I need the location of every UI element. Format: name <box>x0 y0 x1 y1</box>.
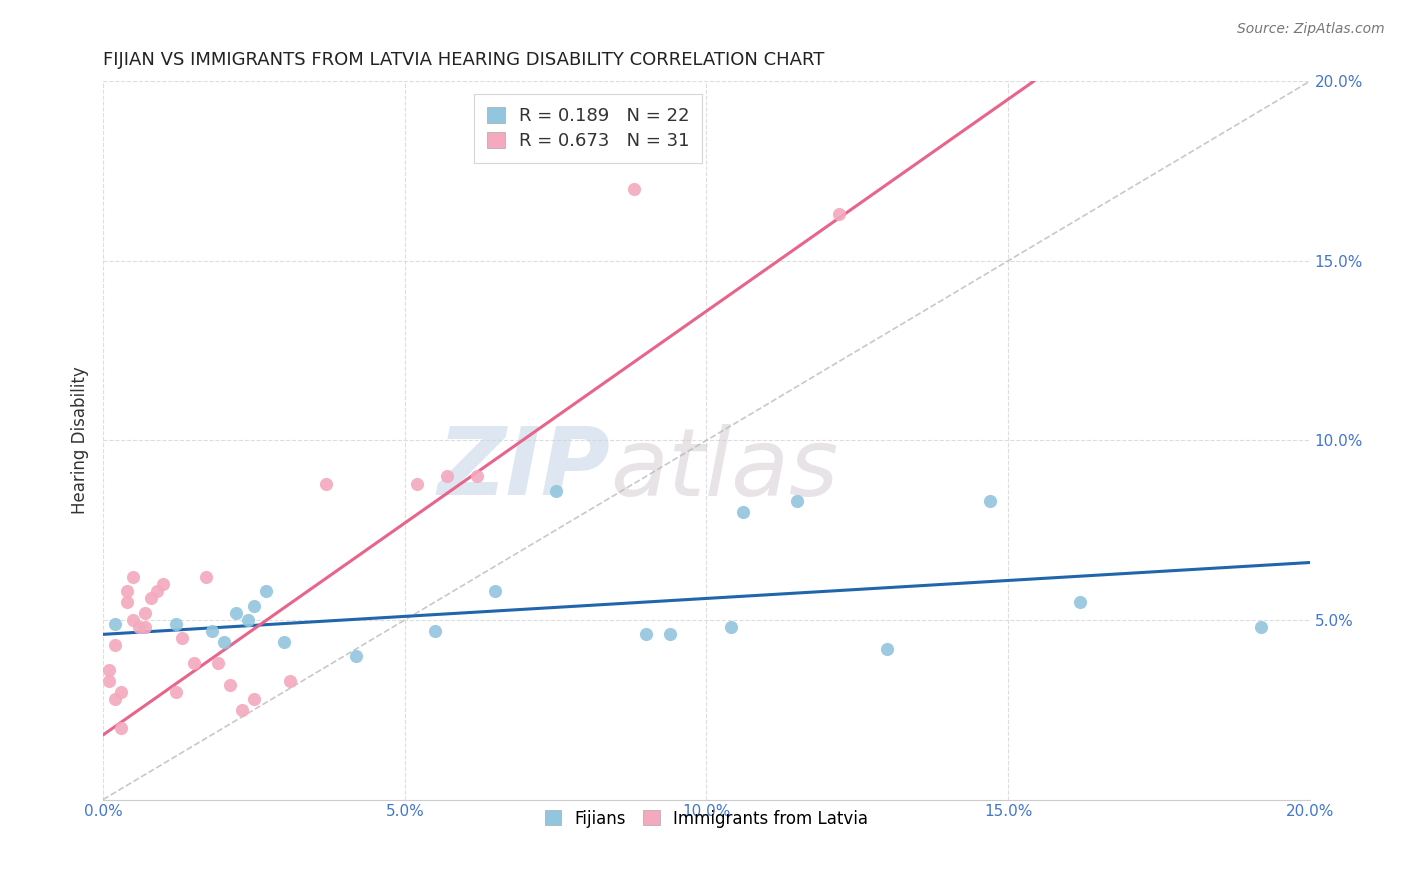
Point <box>254 584 277 599</box>
Point <box>636 627 658 641</box>
Point <box>201 624 224 638</box>
Point <box>104 692 127 706</box>
Point <box>731 505 754 519</box>
Point <box>165 616 187 631</box>
Point <box>346 648 368 663</box>
Text: atlas: atlas <box>610 424 838 515</box>
Point <box>194 570 217 584</box>
Point <box>484 584 506 599</box>
Point <box>436 469 458 483</box>
Legend: Fijians, Immigrants from Latvia: Fijians, Immigrants from Latvia <box>538 803 875 834</box>
Point <box>117 584 139 599</box>
Point <box>165 685 187 699</box>
Point <box>273 634 295 648</box>
Point <box>659 627 682 641</box>
Point <box>152 577 174 591</box>
Point <box>110 721 132 735</box>
Point <box>98 663 121 677</box>
Point <box>423 624 446 638</box>
Point <box>212 634 235 648</box>
Point <box>465 469 488 483</box>
Point <box>117 595 139 609</box>
Point <box>128 620 150 634</box>
Point <box>405 476 427 491</box>
Point <box>231 703 253 717</box>
Y-axis label: Hearing Disability: Hearing Disability <box>72 367 89 515</box>
Text: ZIP: ZIP <box>437 423 610 516</box>
Point <box>218 678 240 692</box>
Point <box>104 616 127 631</box>
Point <box>243 599 266 613</box>
Point <box>544 483 567 498</box>
Point <box>110 685 132 699</box>
Text: FIJIAN VS IMMIGRANTS FROM LATVIA HEARING DISABILITY CORRELATION CHART: FIJIAN VS IMMIGRANTS FROM LATVIA HEARING… <box>103 51 824 69</box>
Point <box>243 692 266 706</box>
Point <box>141 591 163 606</box>
Point <box>98 673 121 688</box>
Point <box>170 631 193 645</box>
Point <box>278 673 301 688</box>
Point <box>146 584 169 599</box>
Point <box>134 606 156 620</box>
Point <box>786 494 808 508</box>
Point <box>122 570 145 584</box>
Point <box>876 641 898 656</box>
Text: Source: ZipAtlas.com: Source: ZipAtlas.com <box>1237 22 1385 37</box>
Point <box>828 207 851 221</box>
Point <box>134 620 156 634</box>
Point <box>1250 620 1272 634</box>
Point <box>104 638 127 652</box>
Point <box>225 606 247 620</box>
Point <box>207 656 229 670</box>
Point <box>623 182 645 196</box>
Point <box>122 613 145 627</box>
Point <box>1069 595 1091 609</box>
Point <box>720 620 742 634</box>
Point <box>315 476 337 491</box>
Point <box>979 494 1001 508</box>
Point <box>236 613 259 627</box>
Point <box>183 656 205 670</box>
